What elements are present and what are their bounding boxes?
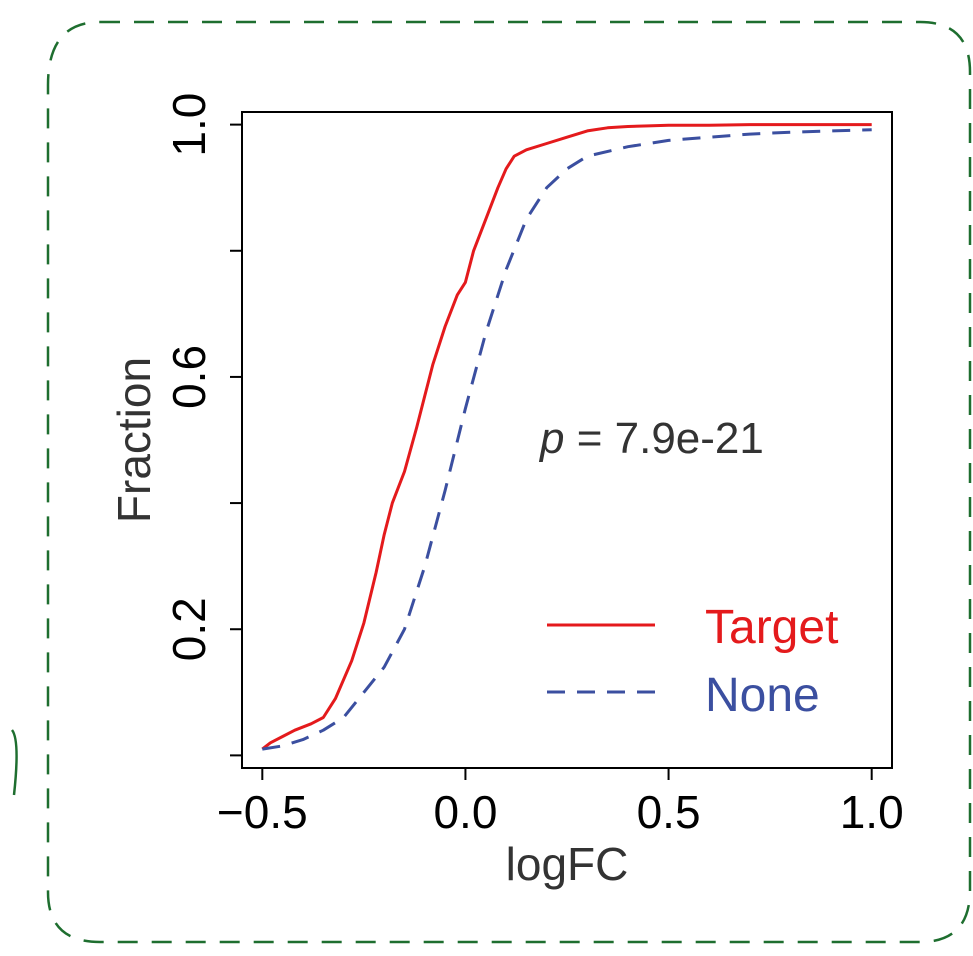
x-tick-label: 0.0 xyxy=(433,786,497,838)
series-line-none xyxy=(262,128,872,751)
x-axis-label: logFC xyxy=(506,838,629,890)
x-tick-label: 1.0 xyxy=(840,786,904,838)
legend: Target None xyxy=(547,601,838,722)
legend-label-target: Target xyxy=(705,601,838,654)
p-value-italic: p xyxy=(538,414,564,463)
y-tick-label: 0.2 xyxy=(163,597,215,661)
legend-label-none: None xyxy=(705,669,820,722)
side-tick-mark xyxy=(10,729,18,796)
y-tick-label: 1.0 xyxy=(163,93,215,157)
y-axis-label: Fraction xyxy=(108,357,160,523)
series-layer xyxy=(261,123,872,751)
plot-area xyxy=(241,111,893,769)
p-value-text: = 7.9e-21 xyxy=(564,414,763,463)
x-axis: −0.5 0.0 0.5 1.0 xyxy=(217,768,904,838)
y-tick-label: 0.6 xyxy=(163,345,215,409)
outer-dashed-border xyxy=(46,20,972,944)
x-tick-label: −0.5 xyxy=(217,786,308,838)
series-line-target xyxy=(261,123,872,751)
x-tick-label: 0.5 xyxy=(637,786,701,838)
p-value-annotation: p = 7.9e-21 xyxy=(538,414,764,463)
y-axis: 0.2 0.6 1.0 xyxy=(163,93,242,757)
